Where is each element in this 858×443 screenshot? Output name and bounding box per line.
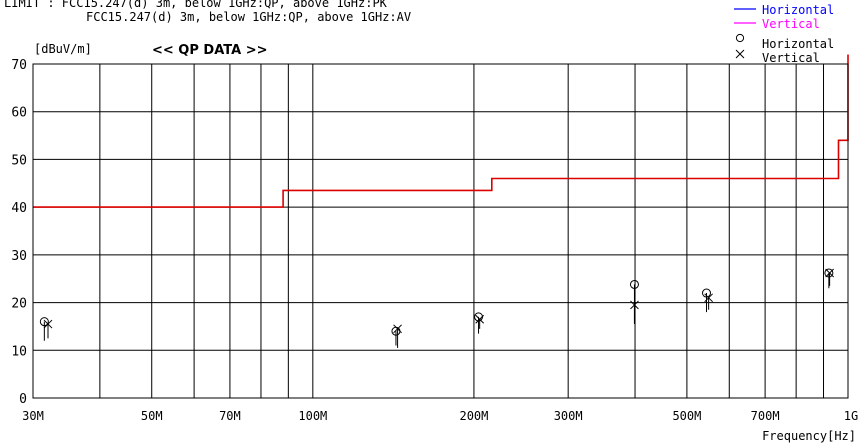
x-tick-label: 700M bbox=[751, 409, 780, 423]
cross-marker-stroke bbox=[43, 319, 53, 329]
y-tick-label: 70 bbox=[11, 58, 27, 73]
data-points bbox=[39, 268, 834, 348]
x-tick-label: 500M bbox=[672, 409, 701, 423]
x-tick-label: 1G bbox=[844, 409, 858, 423]
circle-marker bbox=[824, 268, 834, 278]
circle-marker bbox=[629, 279, 639, 289]
circle-marker bbox=[702, 288, 712, 298]
x-tick-label: 30M bbox=[22, 409, 44, 423]
x-tick-labels: 30M 50M 70M 100M 200M 300M 500M 700M 1G bbox=[22, 409, 858, 423]
data-point-vertical bbox=[475, 314, 485, 329]
limit-line bbox=[33, 54, 849, 208]
legend-label-horizontal-marker: Horizontal bbox=[762, 37, 834, 51]
legend-cross-marker bbox=[735, 49, 745, 59]
legend-label-vertical-marker: Vertical bbox=[762, 51, 820, 65]
legend-label-vertical-line: Vertical bbox=[762, 17, 820, 31]
y-tick-label: 20 bbox=[11, 297, 27, 312]
y-tick-label: 50 bbox=[11, 153, 27, 168]
x-axis-label: Frequency[Hz] bbox=[762, 429, 856, 443]
data-point-vertical bbox=[630, 300, 639, 325]
cross-marker-stroke bbox=[393, 324, 402, 334]
legend-label-horizontal-line: Horizontal bbox=[762, 3, 834, 17]
y-tick-labels: 0 10 20 30 40 50 60 70 bbox=[11, 58, 27, 407]
limit-text-line2: FCC15.247(d) 3m, below 1GHz:QP, above 1G… bbox=[86, 10, 411, 24]
cross-marker-stroke bbox=[704, 293, 713, 303]
x-tick-label: 100M bbox=[298, 409, 327, 423]
cross-marker-stroke bbox=[475, 314, 485, 324]
y-axis-label: [dBuV/m] bbox=[34, 42, 92, 56]
circle-marker bbox=[39, 317, 49, 327]
chart-title: << QP DATA >> bbox=[152, 43, 268, 58]
cross-marker-stroke bbox=[825, 268, 834, 278]
y-tick-label: 30 bbox=[11, 249, 27, 264]
cross-marker-stroke bbox=[630, 300, 639, 310]
x-tick-label: 70M bbox=[219, 409, 241, 423]
x-tick-label: 200M bbox=[459, 409, 488, 423]
limit-line-path bbox=[33, 54, 849, 208]
x-tick-label: 50M bbox=[141, 409, 163, 423]
plot-frame bbox=[32, 63, 849, 399]
y-tick-label: 60 bbox=[11, 106, 27, 121]
data-point-vertical bbox=[704, 293, 713, 310]
data-point-vertical bbox=[825, 268, 834, 286]
grid-lines bbox=[32, 63, 849, 399]
data-point-vertical bbox=[393, 324, 402, 348]
data-point-horizontal bbox=[824, 268, 834, 289]
y-tick-label: 10 bbox=[11, 344, 27, 359]
y-tick-label: 40 bbox=[11, 201, 27, 216]
x-tick-label: 300M bbox=[554, 409, 583, 423]
data-point-vertical bbox=[43, 319, 53, 339]
limit-text-line1: LIMIT : FCC15.247(d) 3m, below 1GHz:QP, … bbox=[4, 0, 388, 10]
y-tick-label: 0 bbox=[19, 392, 27, 407]
legend: Horizontal Vertical Horizontal Vertical bbox=[734, 3, 834, 65]
legend-circle-marker bbox=[735, 33, 745, 43]
data-point-horizontal bbox=[39, 317, 49, 341]
